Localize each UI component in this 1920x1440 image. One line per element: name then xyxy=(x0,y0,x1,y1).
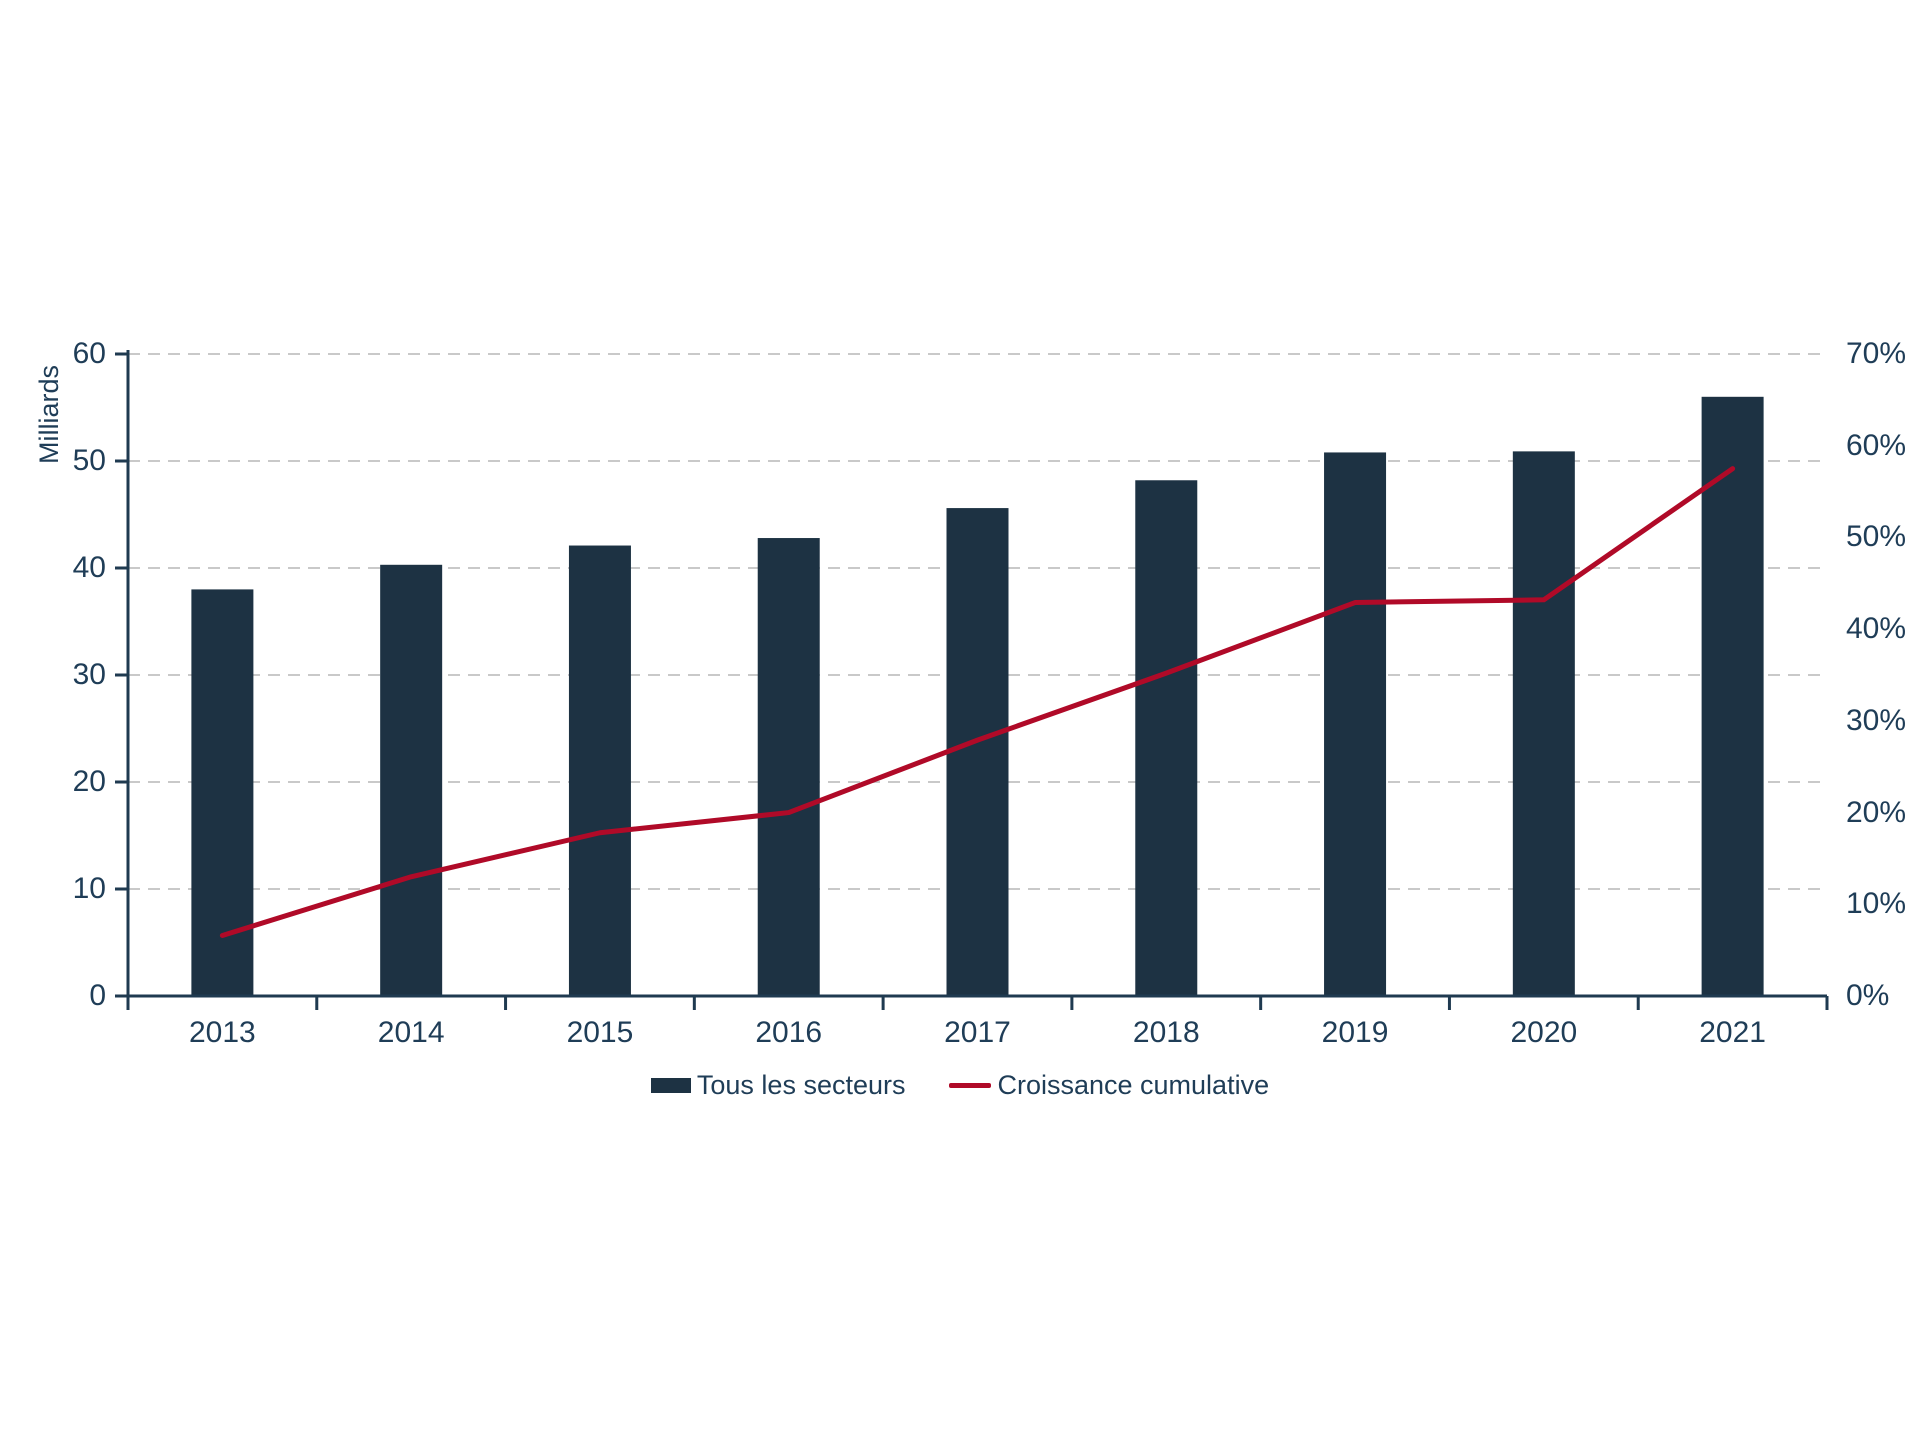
legend-label-bars: Tous les secteurs xyxy=(696,1070,906,1100)
growth-line xyxy=(219,466,1736,938)
y-axis-right-label-70%: 70% xyxy=(1846,337,1907,370)
y-axis-left-label-60: 60 xyxy=(72,337,106,370)
y-axis-left-label-50: 50 xyxy=(72,444,106,477)
x-axis-label-2021: 2021 xyxy=(1699,1016,1766,1049)
x-axis-label-2017: 2017 xyxy=(944,1016,1011,1049)
y-axis-right-label-30%: 30% xyxy=(1846,703,1907,737)
y-axis-left-label-10: 10 xyxy=(72,872,106,905)
x-axis-label-2015: 2015 xyxy=(566,1016,634,1049)
bar-2015 xyxy=(568,545,631,996)
y-axis-right-label-40%: 40% xyxy=(1846,612,1907,646)
legend-label-line: Croissance cumulative xyxy=(997,1070,1270,1100)
y-axis-right-label-50%: 50% xyxy=(1846,520,1907,554)
y-axis-right-label-20%: 20% xyxy=(1846,795,1907,829)
y-axis-left-label-20: 20 xyxy=(72,765,106,798)
bar-2018 xyxy=(1135,480,1198,996)
legend-item-line: Croissance cumulative xyxy=(949,1070,1269,1101)
y-axis-left-label-40: 40 xyxy=(72,551,106,584)
x-axis-label-2019: 2019 xyxy=(1321,1016,1389,1049)
x-axis-label-2018: 2018 xyxy=(1132,1016,1200,1049)
x-axis-label-2020: 2020 xyxy=(1510,1016,1578,1049)
bar-2014 xyxy=(380,564,443,996)
y-axis-right-label-10%: 10% xyxy=(1846,887,1907,921)
legend-item-bars: Tous les secteurs xyxy=(650,1070,906,1101)
y-axis-left-label-0: 0 xyxy=(89,979,106,1012)
bar-2017 xyxy=(946,508,1009,996)
x-axis-label-2013: 2013 xyxy=(189,1016,256,1049)
bar-swatch-icon xyxy=(650,1078,691,1093)
legend: Tous les secteurs Croissance cumulative xyxy=(0,1070,1920,1101)
y-axis-right-label-60%: 60% xyxy=(1846,428,1907,462)
bar-2016 xyxy=(757,538,820,996)
x-axis-label-2014: 2014 xyxy=(377,1016,445,1049)
x-axis-label-2016: 2016 xyxy=(755,1016,823,1049)
y-axis-left-label-30: 30 xyxy=(72,658,106,691)
y-axis-right-label-0%: 0% xyxy=(1846,979,1890,1012)
line-swatch-icon xyxy=(949,1083,992,1088)
bar-2021 xyxy=(1701,396,1764,996)
bar-2019 xyxy=(1324,452,1387,996)
bar-2020 xyxy=(1512,451,1575,996)
